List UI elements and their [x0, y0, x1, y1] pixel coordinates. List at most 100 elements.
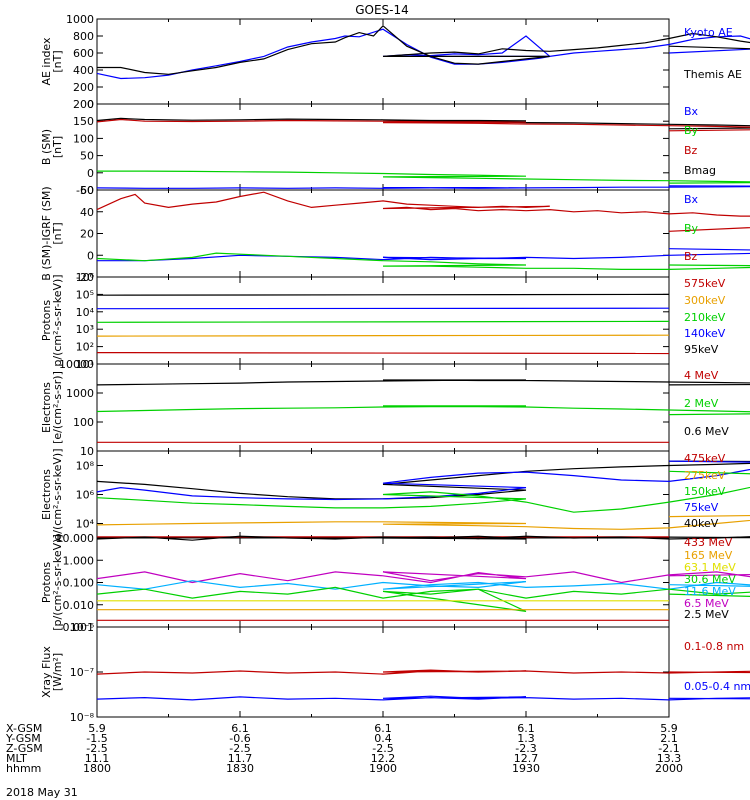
orbit-row-label: X-GSM	[6, 722, 42, 735]
y-tick-label: 1000	[66, 13, 94, 26]
y-tick-label: 10⁻⁶	[70, 621, 95, 634]
legend-entry: Bmag	[684, 164, 716, 177]
legend-entry: 210keV	[684, 311, 726, 324]
y-tick-label: 10⁻⁷	[70, 666, 94, 679]
orbit-value: -2.5	[229, 742, 250, 755]
y-axis-label: B (SM)-IGRF (SM)	[40, 186, 53, 280]
panel-frame	[96, 276, 670, 365]
y-tick-label: 10³	[76, 323, 94, 336]
orbit-value: -2.3	[515, 742, 536, 755]
legend-entry: 30.6 MeV	[684, 573, 736, 586]
legend-entry: 2.5 MeV	[684, 608, 729, 621]
series-line-11-6-mev	[96, 580, 750, 590]
legend-entry: 2 MeV	[684, 397, 719, 410]
y-axis-label: [nT]	[51, 136, 64, 158]
series-line-40kev	[96, 460, 750, 500]
y-tick-label: 100	[73, 416, 94, 429]
y-tick-label: 10⁶	[76, 271, 95, 284]
orbit-row-label: Z-GSM	[6, 742, 43, 755]
y-tick-label: 10000	[59, 358, 94, 371]
orbit-value: 1.3	[517, 732, 535, 745]
y-tick-label: 600	[73, 47, 94, 60]
series-line-30-6-mev	[96, 586, 750, 612]
legend-entry: 275keV	[684, 469, 726, 482]
y-tick-label: 10⁸	[76, 460, 95, 473]
orbit-value: 2.1	[660, 732, 678, 745]
panel-xray: 10⁻⁸ 10⁻⁷ 10⁻⁶ Xray Flux[W/m²] 0.1-0.8 nm 0.0…	[40, 621, 750, 724]
panel-protons_mev: 0.001 0.010 0.100 1.000 10.000 Protons[p/(cm²…	[40, 532, 750, 634]
orbit-value: -0.6	[229, 732, 250, 745]
y-tick-label: 10¹	[76, 358, 94, 371]
y-axis-label: [nT]	[51, 50, 64, 72]
orbit-value: 1830	[226, 762, 254, 775]
y-axis-label: [nT]	[51, 222, 64, 244]
series-line-2-mev	[96, 405, 750, 416]
legend-entry: 11.6 MeV	[684, 585, 736, 598]
series-line-by	[97, 170, 750, 184]
legend-entry: 6.5 MeV	[684, 597, 729, 610]
series-line-bz	[96, 191, 750, 232]
y-axis-label: AE index	[40, 37, 53, 86]
series-line-95kev	[96, 293, 670, 296]
legend-entry: By	[684, 222, 699, 235]
legend-entry: By	[684, 124, 699, 137]
orbit-value: 6.1	[517, 722, 535, 735]
y-tick-label: 10⁶	[76, 489, 95, 502]
y-tick-label: 10⁴	[76, 518, 95, 531]
legend-entry: 150keV	[684, 485, 726, 498]
y-tick-label: 0	[87, 167, 94, 180]
y-axis-label: p/(cm²-s-sr-keV)]	[51, 274, 64, 366]
orbit-value: -2.5	[372, 742, 393, 755]
series-line-0-1-0-8-nm	[96, 669, 750, 675]
legend-entry: 0.05-0.4 nm	[684, 680, 750, 693]
orbit-value: 11.7	[228, 752, 253, 765]
orbit-value: -2.5	[86, 742, 107, 755]
series-line-themis-ae	[97, 24, 750, 75]
series-line-150kev	[96, 470, 750, 513]
series-line-bx	[96, 185, 750, 189]
figure-title: GOES-14	[355, 3, 409, 17]
y-tick-label: 150	[73, 115, 94, 128]
legend-entry: 0.6 MeV	[684, 425, 729, 438]
series-line-bx	[97, 248, 750, 262]
panel-frame	[96, 189, 670, 278]
y-tick-label: 400	[73, 64, 94, 77]
legend-entry: Bz	[684, 144, 698, 157]
y-axis-label: [e/(cm²-s-sr)]	[51, 371, 64, 444]
legend-entry: Kyoto AE	[684, 26, 733, 39]
orbit-value: 1930	[512, 762, 540, 775]
y-tick-label: 0.100	[63, 577, 95, 590]
y-tick-label: 60	[80, 184, 94, 197]
legend-entry: 300keV	[684, 294, 726, 307]
orbit-value: -1.5	[86, 732, 107, 745]
y-tick-label: 0.010	[63, 599, 95, 612]
y-axis-label: e/(cm²-s-sr-keV)]	[51, 449, 64, 541]
series-line-by	[96, 252, 750, 270]
legend-entry: 40keV	[684, 517, 719, 530]
y-tick-label: 20	[80, 228, 94, 241]
time-axis-table: X-GSM 5.9 6.1 6.1 6.1 5.9 Y-GSM -1.5 -0.6 0.4 1.3 2…	[5, 722, 683, 775]
y-tick-label: 0	[87, 98, 94, 111]
series-line-275kev	[96, 514, 750, 530]
orbit-value: 0.4	[374, 732, 392, 745]
series-line-575kev	[96, 352, 670, 355]
legend-entry: 140keV	[684, 327, 726, 340]
legend-entry: 95keV	[684, 343, 719, 356]
y-tick-label: -20	[76, 271, 94, 284]
orbit-value: 5.9	[660, 722, 678, 735]
series-line-300kev	[96, 334, 670, 337]
y-axis-label: Xray Flux	[40, 646, 53, 698]
orbit-value: 2000	[655, 762, 683, 775]
y-axis-label: B (SM)	[40, 129, 53, 165]
y-tick-label: 40	[80, 206, 94, 219]
orbit-row-label: hhmm	[6, 762, 41, 775]
series-line-6-5-mev	[96, 571, 750, 584]
orbit-value: 1800	[83, 762, 111, 775]
legend-entry: Bx	[684, 193, 699, 206]
y-tick-label: 800	[73, 30, 94, 43]
legend-entry: Bx	[684, 105, 699, 118]
